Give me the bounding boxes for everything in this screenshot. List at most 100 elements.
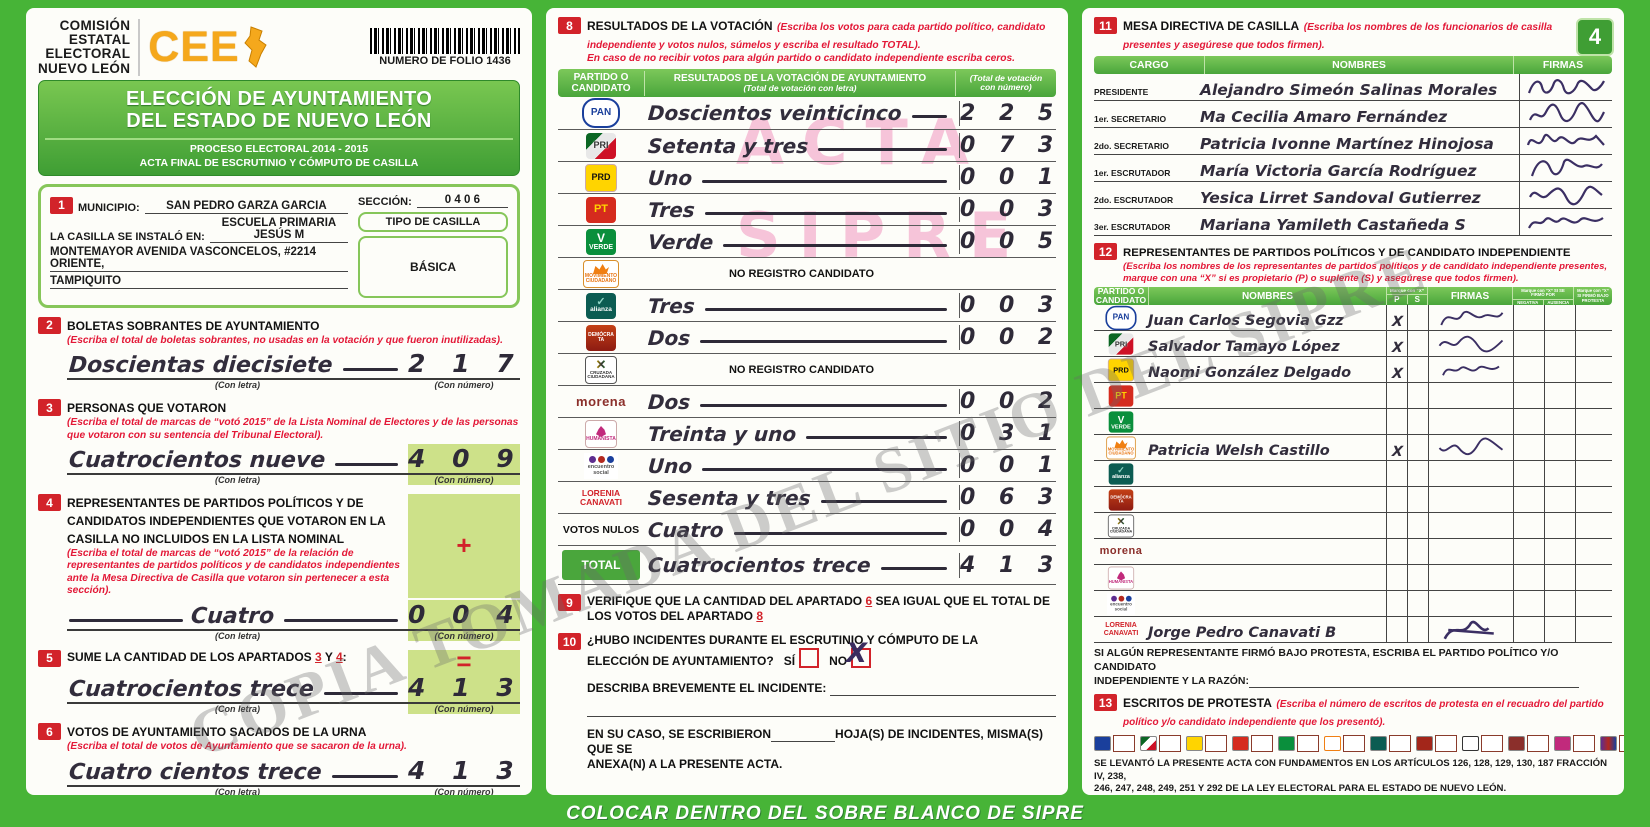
handwritten-dash (342, 368, 398, 372)
apartado-ref-6: 6 (865, 594, 873, 609)
col-firmo-por: Marque con “X” SI SE FIRMÓ POR NEGATIVA A… (1512, 287, 1573, 306)
votos-urna-letra: Cuatro cientos trece (68, 759, 323, 785)
section-10-badge: 10 (558, 633, 581, 651)
votes-letra: Sesenta y tres (647, 485, 812, 510)
handwritten-dash (323, 692, 398, 696)
acta-sipre-watermark: ACTA SIPRE (736, 106, 1030, 272)
tipo-casilla-value: BÁSICA (358, 235, 508, 298)
pan-logo-icon: PAN (1105, 305, 1137, 331)
section-6: 6 VOTOS DE AYUNTAMIENTO SACADOS DE LA UR… (38, 723, 520, 795)
election-title-banner: ELECCIÓN DE AYUNTAMIENTO DEL ESTADO DE N… (38, 79, 520, 176)
results-row-morena: morena Dos 0 0 2 (558, 386, 1056, 419)
section-6-note: (Escriba el total de votos de Ayuntamien… (67, 741, 407, 753)
protest-count-box (1435, 735, 1457, 753)
mesa-row-3er-escrutador: 3er. ESCRUTADOR Mariana Yamileth Castañe… (1094, 209, 1612, 236)
no-registro-label: NO REGISTRO CANDIDATO (728, 363, 875, 376)
democrata-logo-icon: DEMÓCRATA (586, 324, 616, 351)
results-row-pt: PT Tres 0 0 3 (558, 194, 1056, 227)
official-name: Alejandro Simeón Salinas Morales (1200, 81, 1498, 99)
encuentro-social-logo-icon: encuentro social (584, 452, 618, 479)
votes-letra: Tres (647, 293, 696, 318)
lorenia-canavati-logo-icon: LORENIA CANAVATI (579, 487, 623, 507)
blank-line (587, 702, 1056, 718)
rep-row-cruzada: ✕ CRUZADA CIUDADANA (1094, 513, 1612, 540)
protest-count-box (1619, 735, 1624, 753)
con-letra-label: (Con letra) (215, 475, 260, 486)
cruzada-ciudadana-logo-icon: ✕ CRUZADA CIUDADANA (1107, 514, 1135, 538)
protest-count-box (1481, 735, 1503, 753)
col-negativa: NEGATIVA (1513, 298, 1543, 305)
middle-column: ACTA SIPRE 8 RESULTADOS DE LA VOTACIÓN (… (546, 8, 1068, 795)
mesa-table-header: CARGO NOMBRES FIRMAS (1094, 56, 1612, 74)
official-name: Ma Cecilia Amaro Fernández (1200, 108, 1448, 126)
cargo-label: 3er. ESCRUTADOR (1094, 222, 1171, 232)
democrata-logo-icon (1416, 736, 1433, 752)
results-row-pri: PRI Setenta y tres 0 7 3 (558, 130, 1056, 163)
suma-numero: 4 1 3 (408, 673, 523, 703)
col-nombres: NOMBRES (1204, 56, 1514, 74)
pri-logo-icon: PRI (586, 132, 616, 159)
signature (1519, 182, 1612, 208)
pan-logo-icon (1094, 736, 1111, 752)
protest-count-box (1389, 735, 1411, 753)
results-row-humanista: HUMANISTA Treinta y uno 0 3 1 (558, 418, 1056, 451)
handwritten-dash (284, 618, 399, 622)
pri-logo-icon (1140, 736, 1157, 752)
handwritten-dash (911, 115, 947, 119)
handwritten-dash (880, 567, 947, 571)
section-1-badge: 1 (50, 196, 73, 214)
casilla-info-box: 1 MUNICIPIO: SAN PEDRO GARZA GARCIA LA C… (38, 183, 520, 308)
suma-letra: Cuatrocientos trece (68, 677, 315, 703)
col-firmas: FIRMAS (1542, 59, 1584, 71)
apartado-ref-4: 4 (335, 649, 343, 664)
votes-letra: Uno (647, 453, 694, 478)
mesa-row-presidente: PRESIDENTE Alejandro Simeón Salinas Mora… (1094, 74, 1612, 101)
signature (1519, 101, 1612, 127)
official-name: Mariana Yamileth Castañeda S (1200, 216, 1466, 234)
handwritten-dash (700, 339, 947, 343)
votes-numero: 0 0 3 (960, 197, 1062, 223)
section-4-note: (Escriba el total de marcas de “votó 201… (67, 548, 400, 597)
results-row-nulos: VOTOS NULOS Cuatro 0 0 4 (558, 514, 1056, 547)
col-ausencia: AUSENCIA (1542, 298, 1573, 305)
section-4-badge: 4 (38, 494, 61, 512)
rep-name: Juan Carlos Segovia Gzz (1148, 313, 1344, 330)
rep-row-pt: PT (1094, 383, 1612, 410)
section-13: 13 ESCRITOS DE PROTESTA (Escriba el núme… (1094, 694, 1612, 730)
section-6-badge: 6 (38, 723, 61, 741)
votes-numero: 0 3 1 (960, 421, 1062, 447)
municipio-value: SAN PEDRO GARZA GARCIA (144, 200, 348, 214)
col-partido: PARTIDO O CANDIDATO (1095, 286, 1147, 306)
con-numero-label: (Con número) (408, 704, 520, 715)
nueva-alianza-logo-icon (1370, 736, 1387, 752)
prd-logo-icon (1186, 736, 1203, 752)
header-divider (138, 19, 141, 76)
section-5-title: SUME LA CANTIDAD DE LOS APARTADOS 3 Y 4: (67, 649, 347, 664)
votes-numero: 2 2 5 (960, 100, 1062, 126)
rep-row-verde: V VERDE (1094, 409, 1612, 436)
section-8-title: RESULTADOS DE LA VOTACIÓN (587, 19, 773, 33)
votes-numero: 0 0 4 (960, 517, 1062, 543)
apartado-ref-8: 8 (756, 609, 764, 624)
votes-letra: Dos (647, 389, 692, 414)
commission-line: NUEVO LEÓN (38, 60, 131, 76)
mesa-row-1er-secretario: 1er. SECRETARIO Ma Cecilia Amaro Fernánd… (1094, 101, 1612, 128)
handwritten-dash (704, 211, 947, 215)
nuevo-leon-state-icon (244, 26, 267, 69)
protest-count-box (1159, 735, 1181, 753)
con-numero-label: (Con número) (408, 475, 520, 486)
col-bajo-protesta: Marque con “X” SI FIRMÓ BAJO PROTESTA (1573, 287, 1612, 306)
propietario-x: X (1391, 366, 1403, 383)
section-13-title: ESCRITOS DE PROTESTA (1123, 696, 1272, 711)
signature (1519, 128, 1612, 154)
movimiento-ciudadano-logo-icon (1324, 736, 1341, 752)
pri-logo-icon: PRI (1108, 333, 1134, 355)
cruzada-ciudadana-logo-icon (1462, 736, 1479, 752)
signature (1519, 74, 1612, 100)
protest-count-box (1343, 735, 1365, 753)
section-11-title: MESA DIRECTIVA DE CASILLA (1123, 19, 1300, 33)
seccion-value: 0 4 0 6 (416, 194, 508, 208)
humanista-logo-icon: HUMANISTA (585, 419, 617, 448)
movimiento-ciudadano-logo-icon: MOVIMIENTO CIUDADANO (1106, 436, 1136, 460)
section-8-note1: (Escriba los votos para cada partido pol… (587, 22, 1046, 51)
